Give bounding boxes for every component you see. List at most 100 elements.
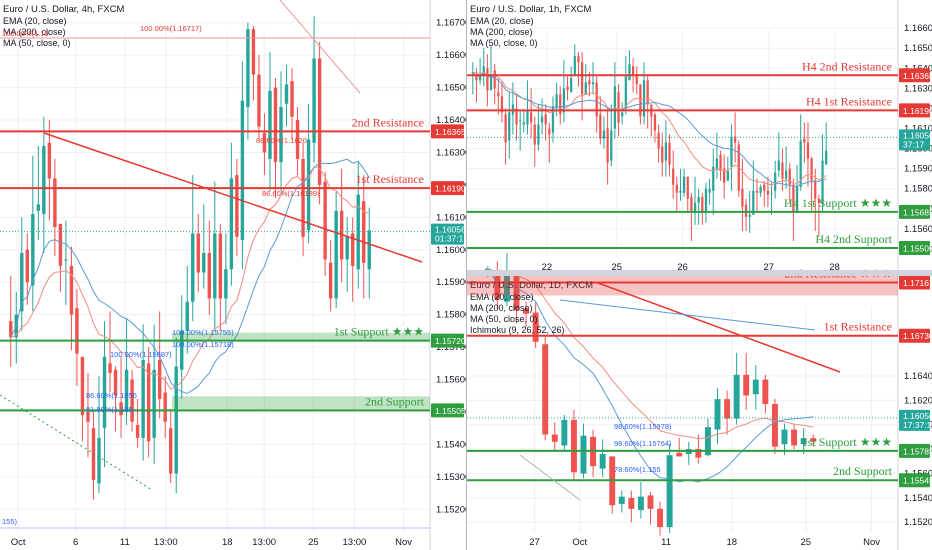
candle xyxy=(130,369,134,432)
countdown-text: 17:37:17 xyxy=(903,420,932,430)
candle-body xyxy=(570,78,573,93)
y-tick-label: 1.15800 xyxy=(904,184,932,195)
candle xyxy=(500,82,504,123)
candle-body xyxy=(646,80,649,105)
candle xyxy=(20,217,24,331)
candle xyxy=(108,311,112,393)
candle-body xyxy=(157,360,162,399)
candle-body xyxy=(666,455,673,528)
candle xyxy=(295,107,300,176)
candle xyxy=(810,434,817,447)
candle xyxy=(723,154,726,199)
candle xyxy=(686,176,689,213)
candle-body xyxy=(803,138,806,143)
candle xyxy=(229,142,234,286)
candle xyxy=(537,104,540,151)
candle-body xyxy=(493,70,496,89)
candle xyxy=(174,337,178,494)
indicator-legend: MA (50, close, 0) xyxy=(470,314,538,324)
candle-body xyxy=(489,74,493,91)
candle xyxy=(497,78,500,115)
candle xyxy=(284,64,289,127)
candle-body xyxy=(515,108,518,125)
candle xyxy=(503,252,510,307)
candle-body xyxy=(544,114,547,125)
level-label: 2nd Resistance xyxy=(352,115,424,129)
candle xyxy=(64,220,68,305)
candle xyxy=(730,124,733,191)
fib-label: 100.00%(1.15687) xyxy=(110,350,172,359)
candle xyxy=(80,356,85,442)
price-tag-text: 1.15720 xyxy=(435,336,466,346)
candle-body xyxy=(799,140,802,187)
indicator-legend: MA (50, close, 0) xyxy=(470,38,538,48)
candle xyxy=(595,76,598,133)
fib-label: 78.60%(1.155 xyxy=(614,465,661,474)
candle xyxy=(664,120,668,177)
candle xyxy=(562,60,566,123)
level-0: H4 2nd Resistance 1.16365 xyxy=(467,59,932,83)
candle-body xyxy=(784,170,788,179)
candle-body xyxy=(508,112,511,141)
candle xyxy=(653,112,657,143)
candle xyxy=(69,246,74,351)
candle-body xyxy=(618,496,625,504)
candle xyxy=(821,134,824,213)
x-tick-label: Nov xyxy=(863,537,880,548)
candle-body xyxy=(532,312,539,342)
candle xyxy=(803,122,806,163)
candle-body xyxy=(810,438,817,442)
fib-label: 81.80%(1.155 xyxy=(86,405,133,414)
candle xyxy=(135,399,140,448)
y-tick-label: 1.15300 xyxy=(436,472,470,483)
candle-body xyxy=(806,142,810,159)
ma200-line xyxy=(279,0,361,94)
chart-title: Euro / U.S. Dollar, 4h, FXCM xyxy=(3,4,125,15)
candle-body xyxy=(675,184,678,193)
candle-body xyxy=(825,150,828,165)
candle xyxy=(124,317,129,425)
fib-label: 100.00%(1.15718) xyxy=(172,340,234,349)
candle-body xyxy=(497,92,500,97)
candle xyxy=(715,132,719,179)
x-tick-label: 13:00 xyxy=(252,537,276,548)
candle xyxy=(618,490,625,513)
candle-body xyxy=(697,196,700,203)
ma50-line xyxy=(559,299,816,331)
candle xyxy=(345,217,349,292)
pane-1h: 1.166001.165001.164001.163001.162001.161… xyxy=(467,0,932,275)
candle-body xyxy=(800,438,807,445)
fib-label: 155) xyxy=(2,517,18,526)
candle xyxy=(367,207,371,299)
candle xyxy=(755,178,759,213)
candle xyxy=(726,156,729,181)
price-tag-text: 1.17167 xyxy=(903,278,932,288)
candle xyxy=(551,96,555,143)
candle xyxy=(356,162,360,289)
vertical-divider xyxy=(466,0,467,550)
candle-body xyxy=(42,145,46,215)
candle xyxy=(817,194,821,237)
candle xyxy=(763,180,766,207)
chart-title: Euro / U.S. Dollar, 1D, FXCM xyxy=(470,280,593,291)
candle xyxy=(489,46,493,91)
candle-body xyxy=(202,253,206,273)
candle xyxy=(257,55,261,140)
candle-body xyxy=(695,449,702,458)
candle xyxy=(676,438,683,457)
candle-body xyxy=(500,96,504,113)
candle-body xyxy=(617,92,620,123)
price-tag-text: 1.16190 xyxy=(435,184,466,194)
candle xyxy=(621,102,624,125)
candle-body xyxy=(124,369,129,412)
candle-body xyxy=(730,136,733,167)
x-tick-label: 25 xyxy=(611,262,622,273)
candle xyxy=(573,44,576,77)
candle-body xyxy=(141,360,145,438)
level-label: 1st Resistance xyxy=(824,320,892,334)
candle-body xyxy=(345,236,349,260)
y-tick-label: 1.16400 xyxy=(436,115,470,126)
candle-body xyxy=(708,188,711,193)
candle xyxy=(712,148,715,215)
